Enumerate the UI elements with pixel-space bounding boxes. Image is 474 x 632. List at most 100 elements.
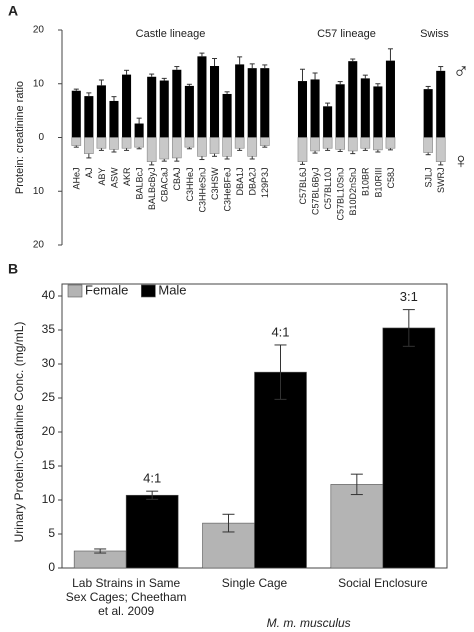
- x-tick-label: Lab Strains in Same Sex Cages; Cheetham …: [65, 576, 187, 618]
- y-tick-label: 20: [33, 25, 45, 36]
- x-tick-label: C3HeBFeJ: [222, 168, 232, 212]
- bar: [197, 56, 207, 138]
- bar: [159, 137, 170, 160]
- bar: [209, 137, 220, 154]
- x-tick-label: B10BR: [361, 167, 371, 196]
- x-tick-label: C3HHeJ: [185, 168, 195, 202]
- bar: [436, 70, 446, 138]
- y-tick-label: 10: [42, 492, 56, 506]
- x-tick-label: C57BL10SnJ: [336, 168, 346, 221]
- bar: [171, 137, 182, 159]
- bar: [146, 137, 157, 162]
- bar: [197, 137, 207, 157]
- x-tick-label: BALBcByJ: [147, 168, 157, 211]
- bar: [260, 68, 270, 138]
- legend-swatch: [67, 284, 83, 298]
- bar: [134, 123, 144, 138]
- bar: [347, 137, 358, 152]
- bar: [134, 137, 144, 148]
- bar: [109, 100, 119, 138]
- y-tick-label: 35: [42, 322, 56, 336]
- bar: [247, 68, 257, 138]
- bar: [310, 79, 320, 138]
- y-tick-label: 25: [42, 390, 56, 404]
- x-tick-label: C58J: [386, 168, 396, 189]
- bar: [109, 137, 119, 150]
- x-tick-label: C3HHeSnJ: [197, 168, 207, 213]
- y-tick-label: 20: [33, 240, 45, 251]
- bar: [209, 66, 220, 138]
- y-tick-label: 15: [42, 458, 56, 472]
- x-tick-label: ASW: [109, 167, 119, 188]
- y-tick-label: 0: [38, 132, 44, 143]
- bar: [172, 69, 182, 138]
- x-tick-label: Single Cage: [221, 576, 288, 590]
- bar: [382, 327, 436, 569]
- panel-label: A: [8, 3, 18, 19]
- bar: [322, 137, 333, 149]
- group-label: Swiss: [420, 28, 449, 40]
- y-tick-label: 10: [33, 78, 45, 89]
- x-tick-label: C57BL10J: [323, 168, 333, 210]
- bar: [360, 78, 370, 138]
- x-tick-label: Social Enclosure: [338, 576, 428, 590]
- bar: [122, 74, 132, 138]
- ratio-label: 3:1: [400, 289, 418, 304]
- bar: [71, 90, 81, 138]
- x-tick-label: B10RIII: [373, 168, 383, 198]
- x-tick-label: AKR: [122, 167, 132, 186]
- bar: [360, 137, 371, 149]
- y-tick-label: 5: [48, 526, 55, 540]
- x-tick-label: DBA1J: [235, 168, 245, 196]
- y-tick-label: 40: [42, 288, 56, 302]
- bar: [373, 86, 383, 138]
- y-tick-label: 30: [42, 356, 56, 370]
- bar: [259, 137, 270, 146]
- bar: [385, 60, 395, 138]
- bar: [121, 137, 132, 149]
- x-tick-label: SJLJ: [424, 168, 434, 188]
- bar: [222, 93, 232, 138]
- bar: [159, 80, 169, 138]
- y-axis-label: Protein: creatinine ratio: [14, 81, 26, 194]
- y-tick-label: 0: [48, 560, 55, 574]
- legend-label: ♀: [453, 148, 470, 173]
- bar: [435, 137, 446, 162]
- panel-label: B: [8, 261, 18, 277]
- bar: [96, 85, 106, 138]
- group-label: C57 lineage: [317, 28, 376, 40]
- bar: [247, 137, 258, 157]
- x-tick-label: 129P3J: [260, 168, 270, 199]
- x-tick-label: SWRJ: [436, 168, 446, 194]
- y-tick-label: 10: [33, 186, 45, 197]
- bar: [423, 137, 433, 153]
- bar: [184, 85, 194, 138]
- bar: [235, 64, 245, 138]
- x-tick-label: C57BL6ByJ: [310, 168, 320, 216]
- legend-swatch: [141, 284, 156, 298]
- bar: [385, 137, 396, 149]
- x-tick-label: AHeJ: [72, 168, 82, 190]
- bar: [335, 137, 346, 150]
- ratio-label: 4:1: [271, 324, 289, 339]
- ratio-label: 4:1: [143, 471, 161, 486]
- bar: [423, 89, 433, 138]
- bar: [297, 81, 308, 138]
- bar: [184, 137, 195, 148]
- bar: [254, 371, 307, 569]
- group-label: Castle lineage: [136, 28, 206, 40]
- legend-label: Male: [158, 282, 186, 297]
- bar: [84, 137, 94, 154]
- x-tick-label: CBAJ: [172, 168, 182, 191]
- x-tick-label: BALBcJ: [134, 168, 144, 200]
- bar: [330, 484, 384, 569]
- subtitle: M. m. musculus: [267, 616, 351, 630]
- bar: [335, 84, 345, 138]
- bar: [348, 61, 358, 138]
- x-tick-label: DBA2J: [248, 168, 258, 196]
- bar: [297, 137, 308, 162]
- y-tick-label: 20: [42, 424, 56, 438]
- x-tick-label: CBACaJ: [160, 168, 170, 203]
